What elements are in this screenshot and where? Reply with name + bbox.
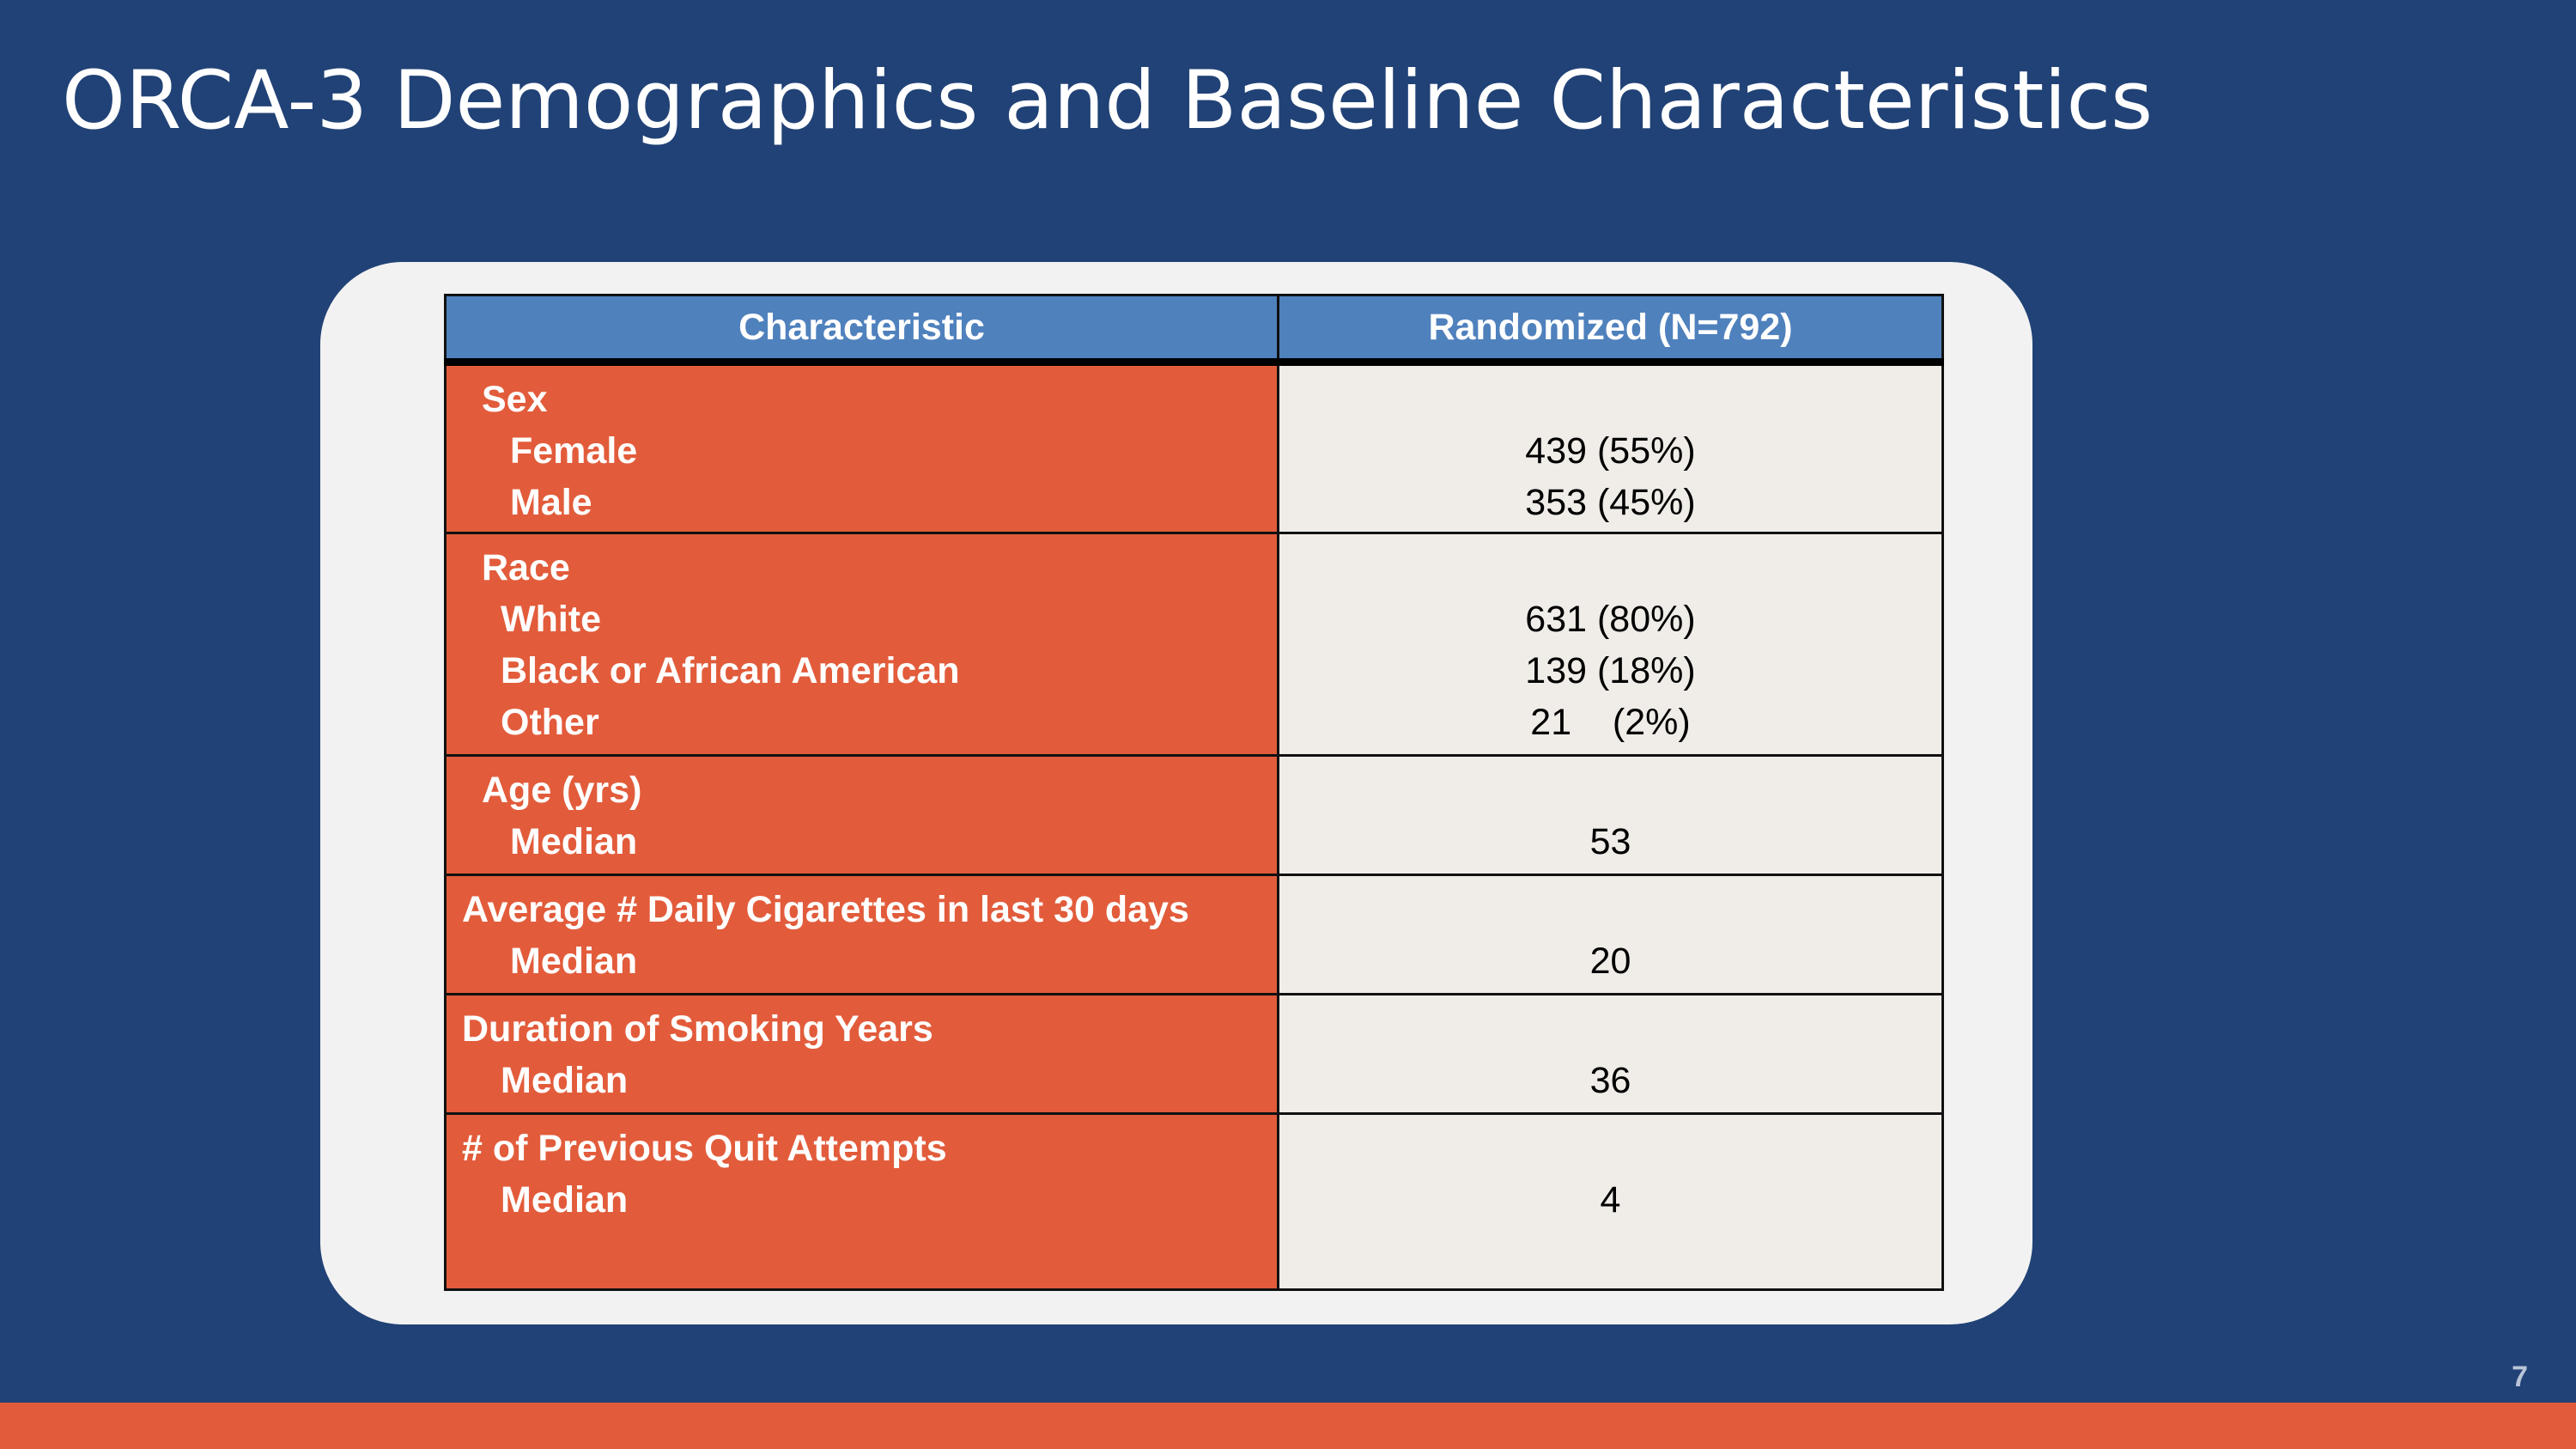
item-label-black: Black or African American — [501, 650, 960, 691]
group-label-race: Race — [482, 547, 570, 588]
table-row-cigarettes: Average # Daily Cigarettes in last 30 da… — [444, 874, 1944, 995]
table-row-race: Race White Black or African American Oth… — [444, 532, 1944, 757]
table-row-duration: Duration of Smoking Years Median 36 — [444, 993, 1944, 1115]
slide-title: ORCA-3 Demographics and Baseline Charact… — [62, 54, 2154, 148]
characteristic-cell: Average # Daily Cigarettes in last 30 da… — [444, 874, 1279, 995]
characteristic-cell: Duration of Smoking Years Median — [444, 993, 1279, 1115]
table-row-age: Age (yrs) Median 53 — [444, 754, 1944, 876]
table-row-quit-attempts: # of Previous Quit Attempts Median 4 — [444, 1112, 1944, 1291]
value-cigarettes-median: 20 — [1589, 941, 1631, 982]
value-cell: 631 (80%) 139 (18%) 21 (2%) — [1277, 532, 1944, 757]
item-label-median: Median — [501, 1179, 629, 1221]
value-white: 631 (80%) — [1525, 599, 1696, 640]
characteristic-cell: # of Previous Quit Attempts Median — [444, 1112, 1279, 1291]
footer-bar — [0, 1403, 2576, 1449]
item-label-median: Median — [501, 1060, 629, 1101]
characteristic-cell: Sex Female Male — [444, 361, 1279, 534]
table-row-sex: Sex Female Male 439 (55%) 353 (45%) — [444, 361, 1944, 534]
value-duration-median: 36 — [1589, 1060, 1631, 1101]
group-label-quit-attempts: # of Previous Quit Attempts — [462, 1128, 947, 1169]
value-cell: 439 (55%) 353 (45%) — [1277, 361, 1944, 534]
item-label-median: Median — [510, 821, 638, 862]
group-label-cigarettes: Average # Daily Cigarettes in last 30 da… — [462, 889, 1189, 930]
group-label-age: Age (yrs) — [482, 770, 642, 811]
item-label-female: Female — [510, 430, 638, 472]
value-cell: 4 — [1277, 1112, 1944, 1291]
value-male: 353 (45%) — [1525, 482, 1696, 523]
item-label-white: White — [501, 599, 602, 640]
value-black: 139 (18%) — [1525, 650, 1696, 691]
value-cell: 20 — [1277, 874, 1944, 995]
characteristic-cell: Race White Black or African American Oth… — [444, 532, 1279, 757]
value-quit-attempts-median: 4 — [1600, 1179, 1621, 1221]
value-cell: 36 — [1277, 993, 1944, 1115]
header-randomized: Randomized (N=792) — [1277, 294, 1944, 366]
group-label-sex: Sex — [482, 379, 548, 420]
characteristic-cell: Age (yrs) Median — [444, 754, 1279, 876]
value-cell: 53 — [1277, 754, 1944, 876]
item-label-male: Male — [510, 482, 592, 523]
item-label-other: Other — [501, 702, 599, 743]
value-age-median: 53 — [1589, 821, 1631, 862]
table-header-row: Characteristic Randomized (N=792) — [444, 294, 1944, 366]
value-female: 439 (55%) — [1525, 430, 1696, 472]
page-number: 7 — [2512, 1361, 2528, 1393]
group-label-duration: Duration of Smoking Years — [462, 1008, 933, 1050]
item-label-median: Median — [510, 941, 638, 982]
value-other: 21 (2%) — [1530, 702, 1691, 743]
header-characteristic: Characteristic — [444, 294, 1279, 366]
demographics-table: Characteristic Randomized (N=792) Sex Fe… — [444, 294, 1944, 1291]
